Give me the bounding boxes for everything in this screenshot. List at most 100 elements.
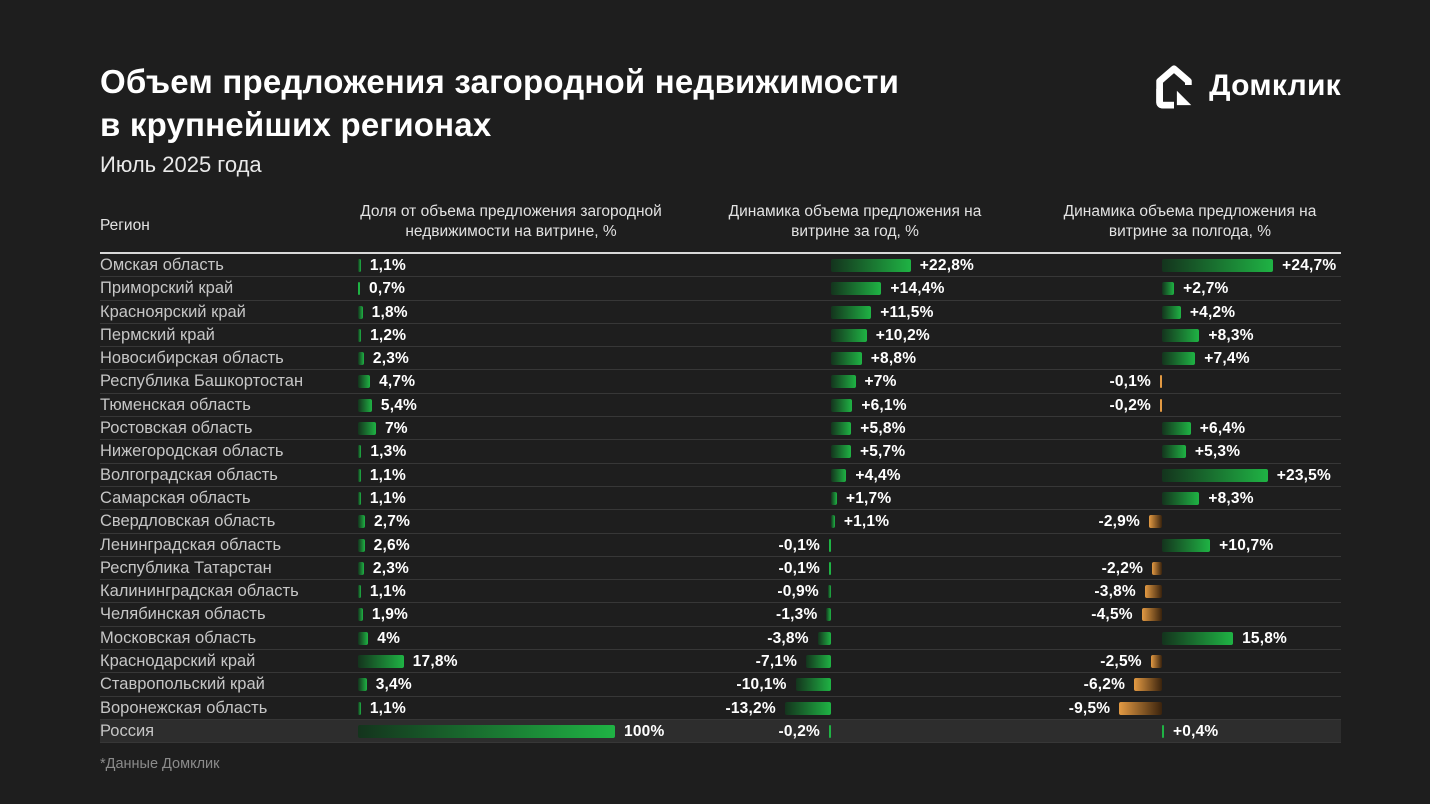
- share-value: 100%: [624, 722, 665, 740]
- share-value: 1,1%: [369, 699, 406, 717]
- year-dynamics-bar: [831, 305, 872, 319]
- table-row: Краснодарский край 17,8% -7,1% -2,5%: [100, 650, 1341, 674]
- share-value: 1,9%: [371, 606, 409, 624]
- share-value: 1,8%: [371, 303, 408, 321]
- halfyear-dynamics-bar: [1162, 538, 1211, 552]
- share-value: 4,7%: [379, 373, 416, 391]
- halfyear-dynamics-bar: [1162, 305, 1181, 319]
- halfyear-dynamics-bar: [1141, 608, 1162, 622]
- share-bar: [358, 608, 363, 622]
- region-label: Тюменская область: [100, 395, 251, 414]
- table-row: Республика Башкортостан 4,7% +7% -0,1%: [100, 370, 1341, 394]
- share-bar: [358, 282, 360, 296]
- share-bar: [358, 701, 361, 715]
- year-dynamics-bar: [831, 375, 856, 389]
- table-row: Ставропольский край 3,4% -10,1% -6,2%: [100, 673, 1341, 697]
- share-bar: [358, 515, 365, 529]
- halfyear-dynamics-value: -9,5%: [1068, 699, 1111, 717]
- region-label: Челябинская область: [100, 605, 266, 624]
- halfyear-dynamics-bar: [1162, 422, 1191, 436]
- share-bar: [358, 445, 362, 459]
- share-value: 1,1%: [369, 489, 406, 507]
- share-value: 5,4%: [380, 396, 418, 414]
- halfyear-dynamics-value: +4,2%: [1189, 303, 1236, 321]
- halfyear-dynamics-value: +23,5%: [1276, 466, 1331, 484]
- halfyear-dynamics-bar: [1162, 352, 1196, 366]
- region-label: Новосибирская область: [100, 349, 284, 368]
- year-dynamics-bar: [831, 398, 853, 412]
- year-dynamics-bar: [831, 282, 882, 296]
- halfyear-dynamics-value: -2,5%: [1100, 653, 1142, 671]
- year-dynamics-value: +6,1%: [861, 396, 907, 414]
- share-value: 2,7%: [373, 513, 411, 531]
- regions-table: Регион Доля от объема предложения загоро…: [100, 190, 1341, 744]
- year-dynamics-bar: [817, 631, 831, 645]
- halfyear-dynamics-value: +7,4%: [1204, 350, 1250, 368]
- share-bar: [358, 259, 361, 272]
- table-row: Самарская область 1,1% +1,7% +8,3%: [100, 487, 1341, 511]
- year-dynamics-value: +1,1%: [843, 513, 890, 531]
- share-value: 1,1%: [369, 257, 406, 274]
- table-row: Челябинская область 1,9% -1,3% -4,5%: [100, 603, 1341, 627]
- year-dynamics-bar: [831, 259, 911, 272]
- table-row: Новосибирская область 2,3% +8,8% +7,4%: [100, 347, 1341, 371]
- region-label: Волгоградская область: [100, 465, 278, 484]
- halfyear-dynamics-bar: [1134, 678, 1162, 692]
- year-dynamics-value: +14,4%: [890, 280, 945, 298]
- year-dynamics-bar: [826, 608, 831, 622]
- region-label: Красноярский край: [100, 302, 246, 321]
- page-title-line1: Объем предложения загородной недвижимост…: [100, 63, 900, 100]
- region-label: Приморский край: [100, 279, 234, 298]
- region-label: Краснодарский край: [100, 652, 256, 671]
- region-label: Нижегородская область: [100, 442, 284, 461]
- share-bar: [358, 491, 361, 505]
- halfyear-dynamics-value: -2,9%: [1098, 513, 1140, 531]
- column-header-share: Доля от объема предложения загородной не…: [360, 203, 662, 240]
- year-dynamics-bar: [806, 655, 831, 669]
- halfyear-dynamics-bar: [1150, 655, 1162, 669]
- halfyear-dynamics-bar: [1162, 445, 1186, 459]
- region-label: Омская область: [100, 256, 224, 274]
- halfyear-dynamics-value: +0,4%: [1173, 722, 1219, 740]
- halfyear-dynamics-bar: [1160, 375, 1162, 389]
- table-row: Приморский край 0,7% +14,4% +2,7%: [100, 277, 1341, 301]
- year-dynamics-value: -10,1%: [736, 676, 787, 694]
- share-value: 0,7%: [369, 280, 406, 298]
- halfyear-dynamics-value: 15,8%: [1242, 629, 1288, 647]
- table-row: Московская область 4% -3,8% 15,8%: [100, 627, 1341, 651]
- domclick-house-icon: [1151, 62, 1198, 110]
- halfyear-dynamics-bar: [1162, 468, 1268, 482]
- share-value: 1,1%: [369, 466, 406, 484]
- share-value: 4%: [377, 629, 401, 647]
- table-row: Республика Татарстан 2,3% -0,1% -2,2%: [100, 557, 1341, 581]
- share-value: 2,6%: [373, 536, 410, 554]
- share-bar: [358, 561, 364, 575]
- table-row: Волгоградская область 1,1% +4,4% +23,5%: [100, 464, 1341, 487]
- year-dynamics-bar: [827, 585, 831, 599]
- year-dynamics-value: +1,7%: [845, 489, 892, 507]
- halfyear-dynamics-bar: [1152, 561, 1162, 575]
- share-bar: [358, 724, 615, 738]
- table-row: Ростовская область 7% +5,8% +6,4%: [100, 417, 1341, 441]
- region-label: Россия: [100, 721, 155, 740]
- share-value: 1,3%: [370, 443, 407, 461]
- halfyear-dynamics-bar: [1160, 398, 1162, 412]
- halfyear-dynamics-bar: [1119, 701, 1162, 715]
- share-bar: [358, 655, 404, 669]
- halfyear-dynamics-value: -6,2%: [1083, 676, 1126, 694]
- year-dynamics-bar: [795, 678, 831, 692]
- share-value: 2,3%: [372, 559, 410, 577]
- year-dynamics-bar: [829, 538, 831, 552]
- share-bar: [358, 631, 369, 645]
- halfyear-dynamics-value: +8,3%: [1208, 326, 1254, 344]
- year-dynamics-value: -0,1%: [778, 536, 820, 554]
- domclick-logo: Домклик: [1151, 62, 1341, 110]
- table-row: Красноярский край 1,8% +11,5% +4,2%: [100, 301, 1341, 324]
- table-header: Регион Доля от объема предложения загоро…: [100, 190, 1341, 254]
- region-label: Калининградская область: [100, 582, 299, 601]
- halfyear-dynamics-value: +8,3%: [1208, 489, 1254, 507]
- column-header-year-dynamics: Динамика объема предложения на витрине з…: [728, 203, 982, 240]
- year-dynamics-bar: [831, 422, 852, 436]
- halfyear-dynamics-value: -4,5%: [1091, 606, 1133, 624]
